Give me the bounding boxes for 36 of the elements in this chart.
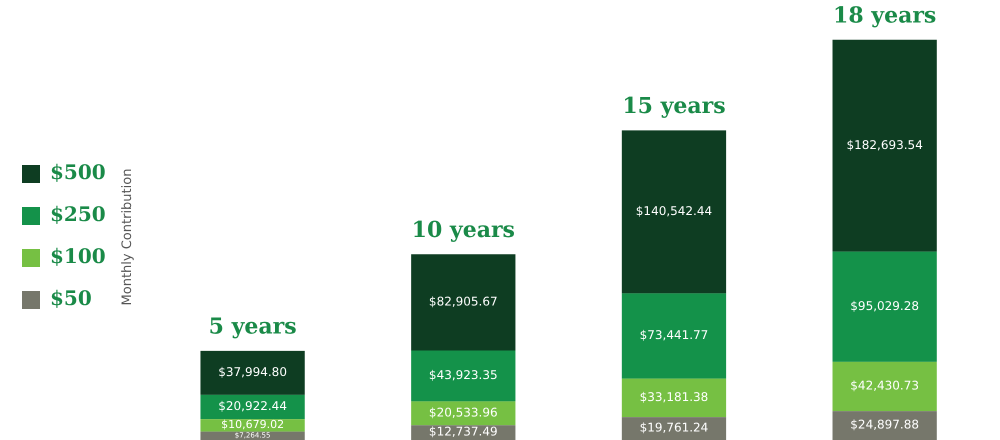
legend-label: $100	[50, 244, 106, 268]
x-tick-label: 15 years	[622, 93, 726, 120]
bar	[622, 293, 726, 379]
data-label: $82,905.67	[428, 294, 498, 308]
legend-label: $250	[50, 202, 106, 226]
x-tick-label: 18 years	[833, 2, 936, 28]
data-label: $12,737.49	[428, 424, 498, 439]
data-label: $19,761.24	[640, 420, 708, 435]
bar	[622, 130, 726, 294]
legend-label: $500	[50, 160, 106, 184]
data-label: $73,441.77	[640, 328, 708, 342]
bar	[200, 432, 305, 440]
data-label: $10,679.02	[221, 418, 284, 432]
data-label: $20,533.96	[428, 405, 498, 420]
data-label: $43,923.35	[428, 368, 498, 382]
data-label: $20,922.44	[218, 399, 287, 414]
data-label: $37,994.80	[218, 365, 287, 380]
bar	[411, 350, 516, 402]
data-label: $95,029.28	[850, 298, 920, 313]
data-label: $33,181.38	[640, 390, 708, 404]
bar	[622, 378, 726, 418]
data-label: $140,542.44	[636, 204, 712, 218]
bar	[200, 350, 305, 395]
bar	[832, 362, 937, 412]
bar	[832, 411, 937, 440]
x-tick-label: 5 years	[208, 314, 297, 340]
x-tick-label: 10 years	[412, 217, 515, 243]
data-label: $182,693.54	[846, 138, 923, 152]
data-label: $42,430.73	[850, 378, 920, 393]
bar	[832, 252, 937, 362]
legend-label: $50	[50, 286, 92, 310]
bar	[832, 40, 937, 252]
bar	[411, 254, 516, 350]
bar	[622, 417, 726, 440]
y-axis-title: Monthly Contribution	[120, 168, 135, 306]
data-label: $24,897.88	[850, 418, 920, 432]
